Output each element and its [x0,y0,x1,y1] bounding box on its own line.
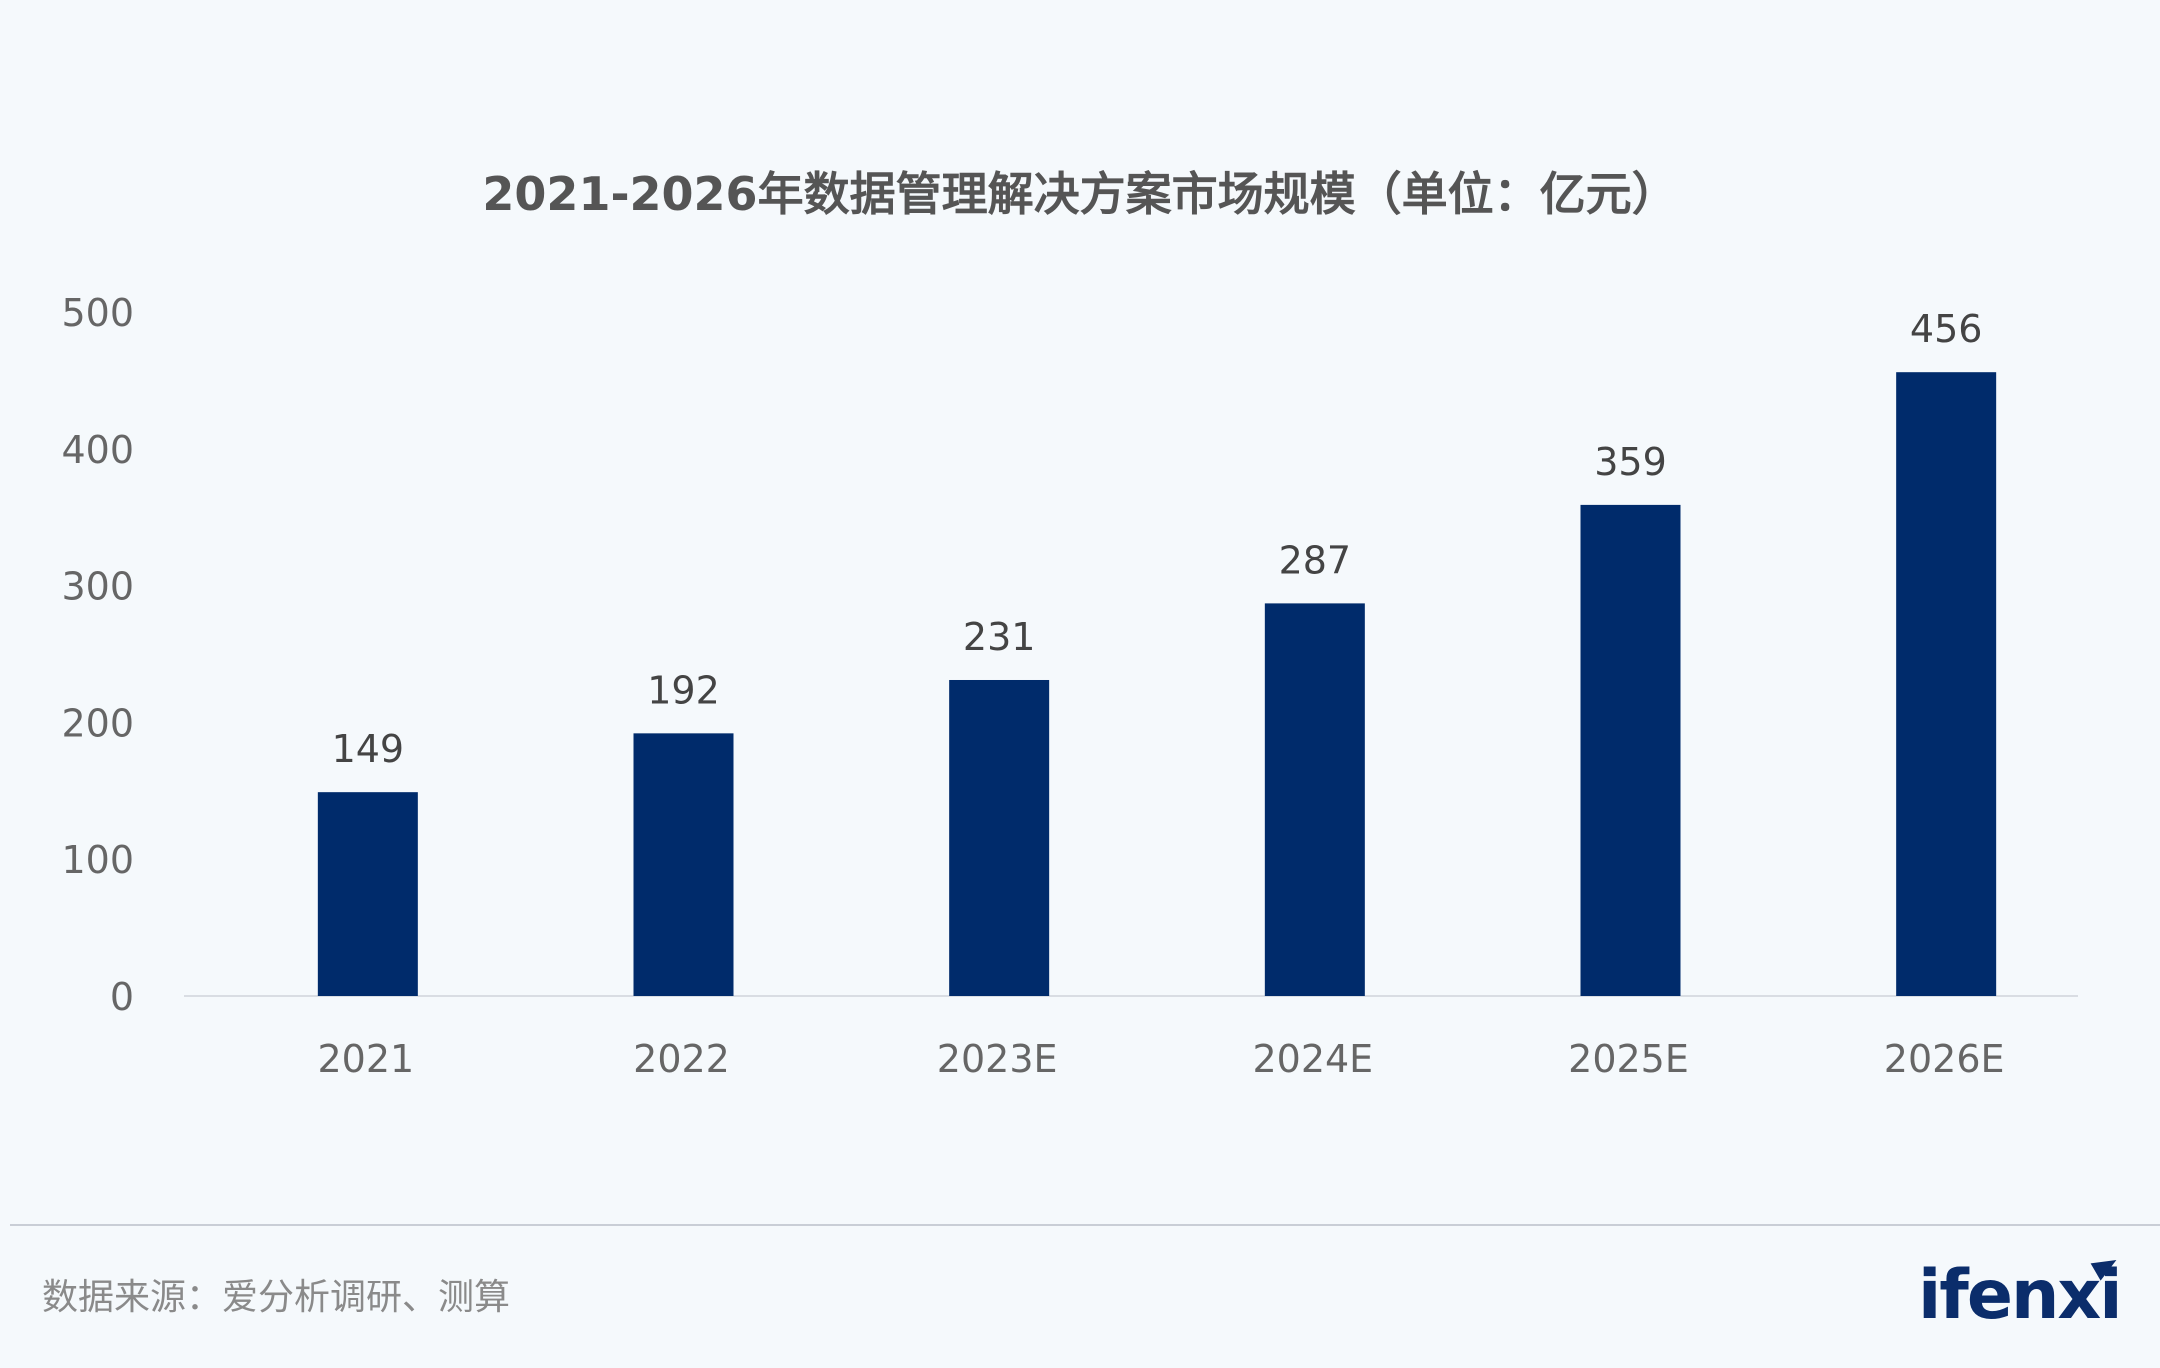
ifenxi-logo: ifenxi [1918,1251,2123,1340]
bar-2024E [1264,603,1365,996]
y-tick-label: 100 [61,838,134,882]
data-label: 287 [1279,538,1352,582]
x-tick-label: 2023E [937,1037,1058,1081]
data-source-note: 数据来源：爱分析调研、测算 [42,1277,511,1318]
bar-2026E [1896,372,1997,996]
chart-title: 2021-2026年数据管理解决方案市场规模（单位：亿元） [482,167,1678,221]
x-tick-label: 2021 [317,1037,414,1081]
y-tick-label: 200 [61,701,134,745]
data-label: 149 [332,727,405,771]
y-tick-label: 0 [110,975,134,1019]
bar-2022 [633,733,734,996]
data-label: 359 [1594,440,1667,484]
data-label: 192 [647,668,720,712]
logo-wordmark: ifenxi [1918,1256,2123,1335]
y-tick-label: 400 [61,428,134,472]
x-tick-label: 2025E [1568,1037,1689,1081]
y-tick-label: 300 [61,565,134,609]
bar-2025E [1580,504,1681,996]
y-tick-label: 500 [61,291,134,335]
bar-2021 [317,792,418,996]
x-tick-label: 2022 [633,1037,730,1081]
footer-divider [10,1224,2160,1226]
x-tick-label: 2026E [1884,1037,2005,1081]
x-tick-label: 2024E [1252,1037,1373,1081]
data-label: 231 [963,615,1036,659]
bar-2023E [949,679,1050,996]
data-label: 456 [1910,307,1983,351]
